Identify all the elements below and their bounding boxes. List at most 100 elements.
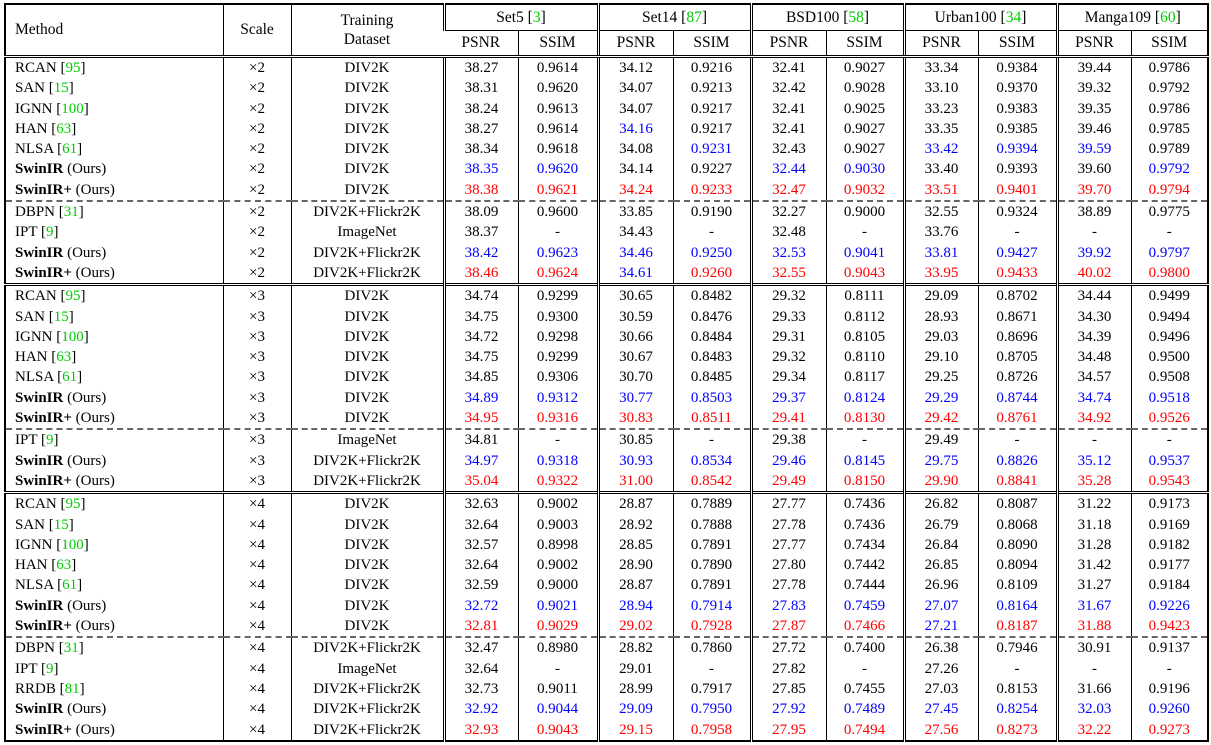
citation-ref[interactable]: 100 (61, 328, 84, 345)
value-cell: 32.47 (442, 636, 518, 659)
method-name: IGNN (15, 328, 53, 345)
citation-ref[interactable]: 61 (62, 369, 78, 386)
method-cell: SwinIR+ (Ours) (15, 410, 115, 427)
citation-ref[interactable]: 9 (45, 432, 54, 449)
value-cell: 34.57 (1055, 367, 1131, 388)
citation-ref[interactable]: 63 (56, 557, 72, 574)
value-cell: 33.35 (902, 118, 978, 140)
value-cell: 0.9786 (1130, 98, 1209, 119)
citation-ref[interactable]: 63 (56, 349, 72, 366)
col-header-psnr: PSNR (596, 30, 673, 58)
citation-ref[interactable]: 58 (848, 8, 864, 26)
value-cell: 30.59 (596, 306, 673, 327)
table-row: SwinIR+ (Ours) ×4 DIV2K+Flickr2K 32.93 0.904… (5, 719, 1209, 741)
value-cell: 26.82 (902, 491, 978, 515)
table-row: SwinIR+ (Ours) ×2 DIV2K 38.38 0.9621 34.24 0.9… (5, 179, 1209, 202)
value-cell: 32.55 (749, 262, 826, 285)
citation-ref[interactable]: 95 (65, 60, 81, 76)
value-cell: 0.9298 (517, 326, 598, 348)
method-cell: SwinIR+ (Ours) (15, 264, 115, 281)
training-dataset-cell: DIV2K (290, 159, 444, 180)
value-cell: 32.43 (749, 139, 826, 160)
citation-ref[interactable]: 95 (65, 496, 81, 513)
citation-ref[interactable]: 95 (65, 288, 81, 305)
value-cell: 30.65 (596, 283, 673, 307)
value-cell: 27.95 (749, 719, 826, 741)
value-cell: 0.9043 (825, 262, 904, 285)
benchmark-header-set5: Set5 [3] (442, 4, 598, 31)
value-cell: 38.27 (442, 118, 518, 140)
value-cell: 32.73 (442, 678, 518, 700)
value-cell: 29.29 (902, 387, 978, 409)
value-cell: 28.87 (596, 491, 673, 515)
method-cell: NLSA [61] (15, 141, 83, 158)
benchmark-header-urban100: Urban100 [34] (902, 4, 1057, 31)
citation-ref[interactable]: 15 (53, 308, 69, 325)
value-cell: 0.9273 (1130, 719, 1209, 741)
col-header-method: Method (5, 4, 223, 58)
citation-ref[interactable]: 81 (64, 680, 80, 697)
method-name: HAN (15, 120, 48, 137)
value-cell: 0.8484 (672, 326, 751, 348)
citation-ref[interactable]: 100 (61, 536, 84, 553)
value-cell: 0.9786 (1130, 56, 1209, 79)
value-cell: 0.9383 (977, 98, 1057, 119)
value-cell: 0.8671 (977, 306, 1057, 327)
value-cell: 39.60 (1055, 159, 1131, 180)
value-cell: 0.9025 (825, 98, 904, 119)
value-cell: 34.74 (1055, 387, 1131, 409)
citation-ref[interactable]: 100 (61, 100, 84, 117)
citation-ref[interactable]: 3 (532, 8, 541, 26)
method-name: SwinIR+ (15, 410, 72, 427)
method-cell: HAN [63] (15, 120, 77, 137)
value-cell: - (977, 428, 1057, 451)
value-cell: 32.92 (442, 699, 518, 720)
value-cell: 0.9508 (1130, 367, 1209, 388)
value-cell: 0.7400 (825, 636, 904, 659)
value-cell: 35.28 (1055, 470, 1131, 493)
header-row-benchmarks: Method Scale Training Dataset Set5 [3] Se… (5, 4, 1209, 58)
scale-cell: ×4 (222, 491, 291, 515)
value-cell: 29.33 (749, 306, 826, 327)
scale-cell: ×2 (222, 262, 291, 285)
method-name: SwinIR+ (15, 618, 72, 635)
value-cell: 0.8090 (977, 534, 1057, 556)
citation-ref[interactable]: 61 (62, 577, 78, 594)
value-cell: 0.9184 (1130, 575, 1209, 596)
value-cell: 34.16 (596, 118, 673, 140)
training-dataset-cell: DIV2K+Flickr2K (290, 636, 444, 659)
value-cell: 32.63 (442, 491, 518, 515)
method-cell: SwinIR (Ours) (15, 244, 107, 261)
value-cell: 0.8485 (672, 367, 751, 388)
value-cell: 33.42 (902, 139, 978, 160)
value-cell: 0.7888 (672, 514, 751, 535)
method-name: DBPN (15, 204, 56, 221)
value-cell: 34.08 (596, 139, 673, 160)
value-cell: 27.07 (902, 595, 978, 617)
value-cell: 29.38 (749, 428, 826, 451)
citation-ref[interactable]: 15 (53, 80, 69, 97)
value-cell: 32.59 (442, 575, 518, 596)
citation-ref[interactable]: 15 (53, 516, 69, 533)
value-cell: 0.7958 (672, 719, 751, 741)
value-cell: 34.85 (442, 367, 518, 388)
training-dataset-cell: DIV2K (290, 387, 444, 409)
citation-ref[interactable]: 31 (63, 640, 79, 657)
value-cell: - (1055, 222, 1131, 243)
col-header-scale: Scale (222, 4, 291, 58)
citation-ref[interactable]: 34 (1005, 8, 1022, 26)
value-cell: 0.9000 (825, 200, 904, 223)
citation-ref[interactable]: 31 (63, 204, 79, 221)
citation-ref[interactable]: 61 (62, 141, 78, 158)
citation-ref[interactable]: 9 (45, 660, 54, 677)
citation-ref[interactable]: 63 (56, 120, 72, 137)
citation-ref[interactable]: 60 (1160, 8, 1176, 26)
citation-ref[interactable]: 9 (45, 224, 54, 241)
scale-cell: ×3 (222, 367, 291, 388)
value-cell: 0.9500 (1130, 347, 1209, 368)
value-cell: - (1055, 428, 1131, 451)
training-dataset-cell: DIV2K+Flickr2K (290, 200, 444, 223)
value-cell: 35.12 (1055, 450, 1131, 471)
citation-ref[interactable]: 87 (686, 8, 702, 26)
table-row: IGNN [100] ×3 DIV2K 34.72 0.9298 30.66 0.8484 2… (5, 326, 1209, 348)
